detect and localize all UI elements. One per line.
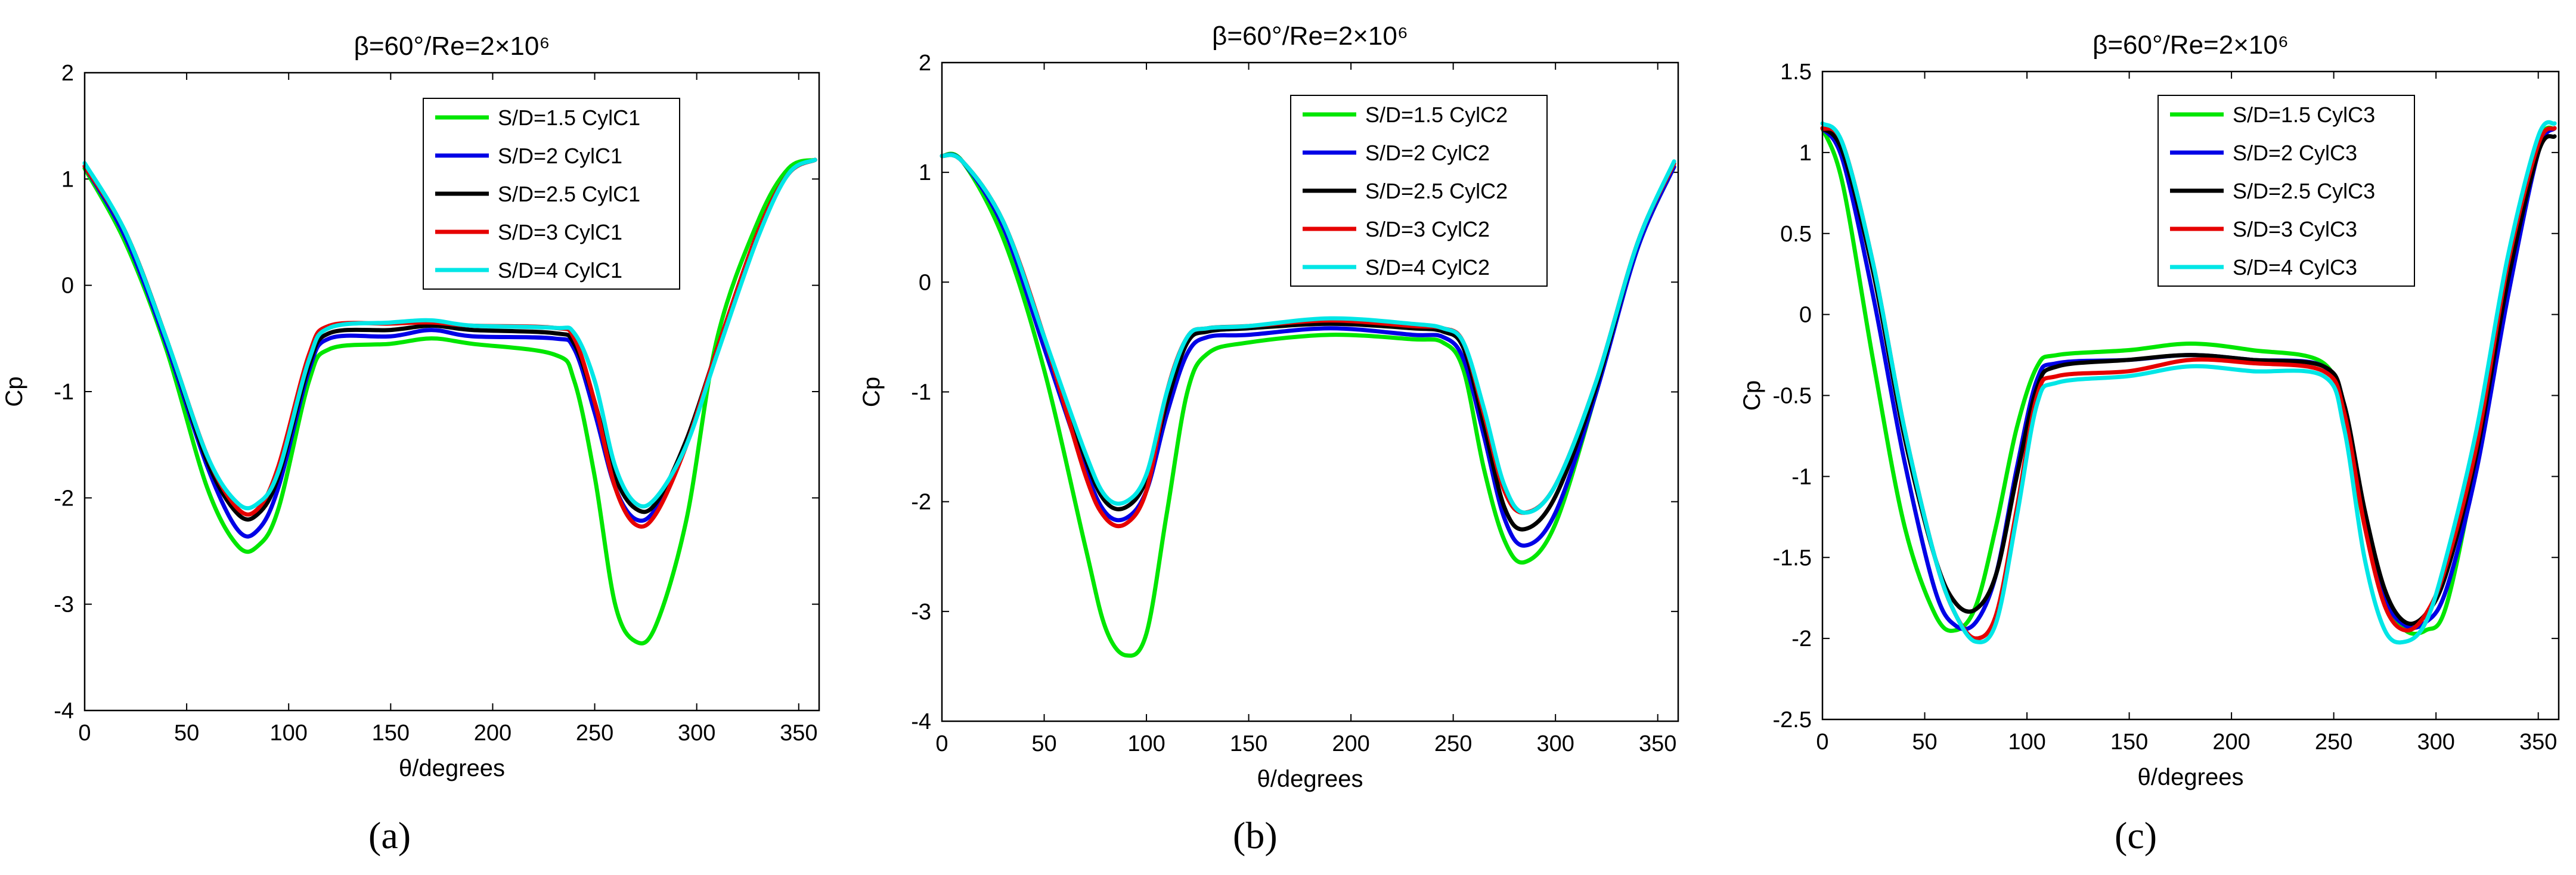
y-tick-label: 0: [919, 270, 931, 295]
axes-frame: [83, 72, 820, 712]
legend-entry: S/D=2.5 CylC2: [1365, 179, 1508, 203]
series-line-5: [1820, 120, 2557, 645]
x-tick-label: 150: [2110, 730, 2148, 755]
series-line-1: [82, 157, 817, 646]
panel-label-b: (b): [1233, 814, 1278, 857]
y-tick-label: -0.5: [1773, 384, 1812, 409]
chart-title: β=60°/Re=2×10⁶: [2093, 30, 2289, 60]
legend-entry: S/D=3 CylC3: [2233, 217, 2357, 241]
panel-label-a: (a): [368, 814, 411, 857]
y-tick-label: 1: [1799, 141, 1812, 166]
y-tick-label: 1: [61, 167, 74, 192]
y-tick-label: 1.5: [1780, 60, 1812, 85]
y-axis-label: Cp: [858, 377, 885, 407]
legend-entry: S/D=2.5 CylC1: [498, 182, 640, 206]
x-tick-label: 350: [2519, 730, 2557, 755]
x-tick-label: 200: [1332, 731, 1369, 756]
legend: S/D=1.5 CylC1 S/D=2 CylC1 S/D=2.5 CylC1 S/D…: [423, 98, 680, 290]
y-tick-label: 2: [61, 61, 74, 86]
y-tick-label: 0.5: [1780, 222, 1812, 247]
y-tick-label: -1.5: [1773, 545, 1812, 570]
axes-frame: [1821, 70, 2560, 721]
x-tick-label: 200: [2212, 730, 2250, 755]
legend-entry: S/D=2 CylC3: [2233, 141, 2357, 165]
x-tick-label: 250: [576, 721, 613, 746]
x-tick-label: 200: [474, 721, 512, 746]
chart-1: β=60°/Re=2×10⁶ 0 50 100 150 200 250 300 350 -4 -3 -…: [1, 32, 820, 781]
legend-entry: S/D=3 CylC1: [498, 220, 622, 244]
series-line-5: [82, 157, 817, 511]
y-tick-label: 0: [61, 274, 74, 299]
panel-label-c: (c): [2115, 814, 2157, 857]
legend-entry: S/D=2 CylC1: [498, 144, 622, 168]
y-tick-label: -4: [54, 699, 74, 724]
x-tick-label: 250: [2315, 730, 2352, 755]
chart-3: β=60°/Re=2×10⁶ 0 50 100 150 200 250 300 350 -2.5 -…: [1739, 30, 2560, 790]
x-tick-label: 0: [78, 721, 91, 746]
series-line-1: [940, 151, 1676, 658]
legend-entry: S/D=1.5 CylC3: [2233, 103, 2375, 127]
y-tick-label: 1: [919, 160, 931, 185]
x-tick-label: 0: [1816, 730, 1828, 755]
x-tick-label: 100: [270, 721, 308, 746]
x-tick-label: 100: [1127, 731, 1165, 756]
x-axis-label: θ/degrees: [1257, 766, 1363, 792]
y-tick-label: -3: [54, 592, 74, 618]
chart-title: β=60°/Re=2×10⁶: [1212, 21, 1408, 51]
y-tick-label: -2.5: [1773, 708, 1812, 733]
legend-entry: S/D=2 CylC2: [1365, 141, 1490, 165]
y-tick-label: -1: [1791, 464, 1812, 489]
x-axis-label: θ/degrees: [2138, 764, 2244, 790]
x-tick-label: 300: [2417, 730, 2454, 755]
y-tick-label: -1: [911, 380, 931, 405]
x-tick-label: 300: [1536, 731, 1574, 756]
y-tick-label: -2: [1791, 626, 1812, 651]
chart-title: β=60°/Re=2×10⁶: [354, 32, 550, 61]
y-tick-label: 0: [1799, 303, 1812, 328]
x-tick-label: 150: [372, 721, 410, 746]
legend: S/D=1.5 CylC2 S/D=2 CylC2 S/D=2.5 CylC2 S/D…: [1290, 95, 1548, 287]
legend-entry: S/D=1.5 CylC1: [498, 106, 640, 130]
legend-entry: S/D=4 CylC1: [498, 258, 622, 283]
x-tick-label: 100: [2008, 730, 2045, 755]
y-tick-label: -1: [54, 380, 74, 405]
x-tick-label: 300: [678, 721, 715, 746]
y-tick-label: 2: [919, 51, 931, 76]
y-tick-label: -4: [911, 709, 931, 734]
x-tick-label: 350: [1639, 731, 1676, 756]
x-tick-label: 250: [1434, 731, 1472, 756]
series-line-5: [940, 153, 1676, 515]
x-axis-label: θ/degrees: [399, 755, 505, 781]
y-axis-label: Cp: [1739, 380, 1765, 411]
legend-entry: S/D=4 CylC3: [2233, 255, 2357, 280]
x-tick-label: 0: [935, 731, 948, 756]
y-tick-label: -2: [911, 490, 931, 515]
x-tick-label: 150: [1230, 731, 1267, 756]
y-tick-label: -3: [911, 600, 931, 625]
legend-entry: S/D=4 CylC2: [1365, 255, 1490, 280]
legend: S/D=1.5 CylC3 S/D=2 CylC3 S/D=2.5 CylC3 S/D…: [2157, 95, 2415, 287]
x-tick-label: 350: [780, 721, 817, 746]
x-tick-label: 50: [1912, 730, 1937, 755]
y-tick-label: -2: [54, 486, 74, 511]
legend-entry: S/D=1.5 CylC2: [1365, 103, 1508, 127]
axes-frame: [941, 61, 1679, 722]
x-tick-label: 50: [174, 721, 199, 746]
legend-entry: S/D=3 CylC2: [1365, 217, 1490, 241]
x-tick-label: 50: [1031, 731, 1056, 756]
chart-2: β=60°/Re=2×10⁶ 0 50 100 150 200 250 300 350 -4 -3 -…: [858, 21, 1679, 792]
y-axis-label: Cp: [1, 376, 27, 407]
legend-entry: S/D=2.5 CylC3: [2233, 179, 2375, 203]
